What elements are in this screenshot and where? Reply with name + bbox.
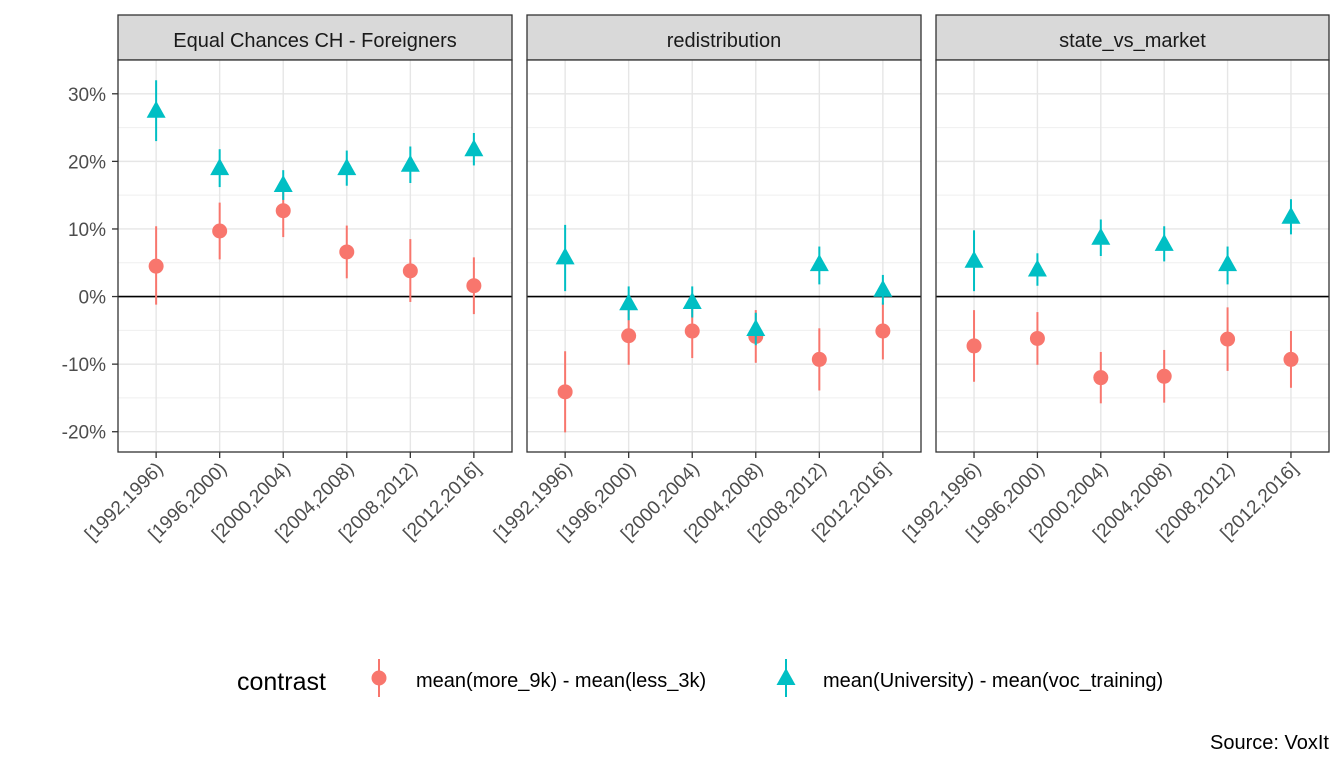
- data-point-triangle: [809, 254, 829, 272]
- panel-1: Equal Chances CH - Foreigners[1992,1996)…: [81, 14, 513, 545]
- data-point-triangle: [1091, 227, 1111, 245]
- panel-background: [936, 60, 1329, 452]
- y-tick-label: -10%: [62, 355, 106, 376]
- panel-border: [526, 59, 922, 453]
- facet-title: Equal Chances CH - Foreigners: [173, 30, 456, 52]
- data-point-triangle: [273, 175, 293, 193]
- data-point-triangle: [619, 293, 639, 311]
- data-point-triangle: [210, 158, 230, 176]
- panel-background: [118, 60, 512, 452]
- data-point-circle: [402, 263, 418, 279]
- data-point-circle: [1220, 331, 1236, 347]
- facet-strip: [935, 14, 1330, 61]
- y-tick-label: 0%: [79, 288, 107, 309]
- legend-item: mean(University) - mean(voc_training): [776, 659, 1163, 697]
- data-point-triangle: [555, 247, 575, 265]
- panel-border: [935, 59, 1330, 453]
- panels-layer: Equal Chances CH - Foreigners[1992,1996)…: [81, 14, 1330, 545]
- data-point-circle: [1156, 368, 1172, 384]
- panel-3: state_vs_market[1992,1996)[1996,2000)[20…: [899, 14, 1330, 545]
- panel-border: [117, 59, 513, 453]
- legend-title: contrast: [237, 668, 326, 696]
- data-point-triangle: [873, 279, 893, 297]
- data-point-circle: [966, 338, 982, 354]
- facet-strip: [117, 14, 513, 61]
- y-tick-label: 30%: [68, 85, 106, 106]
- y-tick-label: 20%: [68, 152, 106, 173]
- data-point-circle: [875, 323, 891, 339]
- data-point-triangle: [964, 250, 984, 268]
- data-point-triangle: [746, 318, 766, 336]
- data-point-triangle: [1154, 233, 1174, 251]
- panel-2: redistribution[1992,1996)[1996,2000)[200…: [490, 14, 922, 545]
- data-point-triangle: [400, 154, 420, 172]
- legend: contrast mean(more_9k) - mean(less_3k) mea…: [237, 659, 1163, 697]
- facet-title: redistribution: [667, 30, 782, 52]
- data-point-triangle: [464, 139, 484, 157]
- data-point-circle: [339, 244, 355, 260]
- caption: Source: VoxIt: [1210, 732, 1329, 754]
- data-point-triangle: [1027, 259, 1047, 277]
- y-tick-label: 10%: [68, 220, 106, 241]
- data-point-circle: [212, 223, 228, 239]
- data-point-circle: [1029, 330, 1045, 346]
- legend-key-triangle: [776, 668, 796, 685]
- panel-background: [527, 60, 921, 452]
- y-axis: -20% -10% 0% 10% 20% 30%: [62, 85, 118, 444]
- data-point-circle: [684, 323, 700, 339]
- legend-label: mean(University) - mean(voc_training): [823, 670, 1163, 692]
- data-point-circle: [1283, 351, 1299, 367]
- data-point-circle: [275, 203, 291, 219]
- data-point-circle: [148, 258, 164, 274]
- data-point-circle: [466, 278, 482, 294]
- legend-item: mean(more_9k) - mean(less_3k): [371, 659, 706, 697]
- data-point-circle: [811, 351, 827, 367]
- data-point-triangle: [337, 158, 357, 176]
- legend-label: mean(more_9k) - mean(less_3k): [416, 670, 706, 692]
- data-point-circle: [621, 328, 637, 344]
- data-point-circle: [557, 384, 573, 400]
- data-point-triangle: [682, 291, 702, 309]
- facet-strip: [526, 14, 922, 61]
- data-point-triangle: [1281, 206, 1301, 224]
- data-point-triangle: [1218, 254, 1238, 272]
- data-point-circle: [1093, 370, 1109, 386]
- data-point-triangle: [146, 100, 166, 118]
- y-tick-label: -20%: [62, 423, 106, 444]
- legend-key-circle: [371, 670, 387, 686]
- facet-title: state_vs_market: [1059, 30, 1206, 52]
